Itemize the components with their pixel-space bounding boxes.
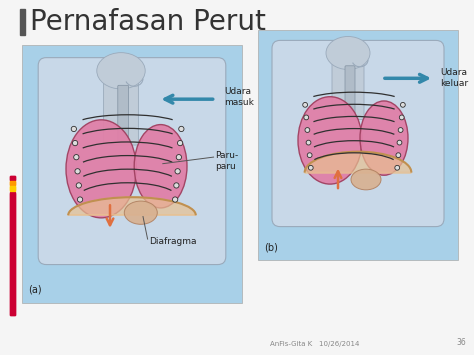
Bar	[10, 176, 15, 180]
Ellipse shape	[66, 120, 137, 218]
Circle shape	[397, 140, 402, 145]
Circle shape	[305, 127, 310, 132]
Circle shape	[309, 165, 313, 170]
Circle shape	[399, 115, 404, 120]
Bar	[10, 176, 15, 180]
Ellipse shape	[326, 37, 370, 70]
Text: Diafragma: Diafragma	[150, 236, 197, 246]
FancyBboxPatch shape	[332, 56, 364, 119]
Ellipse shape	[134, 125, 187, 208]
Circle shape	[177, 141, 183, 146]
FancyBboxPatch shape	[104, 74, 138, 145]
Circle shape	[307, 153, 312, 158]
Ellipse shape	[97, 53, 145, 89]
FancyBboxPatch shape	[272, 40, 444, 226]
Circle shape	[395, 165, 400, 170]
FancyBboxPatch shape	[345, 66, 355, 116]
Circle shape	[398, 127, 403, 132]
Circle shape	[77, 197, 82, 202]
Circle shape	[76, 183, 82, 188]
Circle shape	[75, 169, 80, 174]
Ellipse shape	[351, 169, 381, 190]
Circle shape	[174, 183, 179, 188]
Text: (a): (a)	[28, 285, 42, 295]
Ellipse shape	[124, 201, 157, 224]
Bar	[22, 45, 242, 303]
Polygon shape	[305, 152, 411, 173]
Bar	[10, 193, 15, 315]
Circle shape	[306, 140, 311, 145]
Text: Udara
keluar: Udara keluar	[440, 68, 468, 88]
Circle shape	[73, 141, 78, 146]
Circle shape	[71, 126, 76, 132]
Bar	[10, 181, 15, 185]
Bar	[10, 181, 15, 185]
Bar	[10, 186, 15, 191]
Ellipse shape	[298, 97, 362, 184]
Circle shape	[303, 103, 308, 107]
Circle shape	[401, 103, 405, 107]
FancyBboxPatch shape	[38, 58, 226, 264]
Ellipse shape	[360, 101, 408, 175]
Bar	[10, 186, 15, 190]
Circle shape	[175, 169, 180, 174]
Circle shape	[304, 115, 309, 120]
FancyBboxPatch shape	[118, 85, 128, 141]
Text: 36: 36	[456, 338, 466, 347]
Circle shape	[73, 154, 79, 160]
Bar	[258, 30, 458, 260]
Circle shape	[173, 197, 178, 202]
Circle shape	[176, 154, 182, 160]
Bar	[20, 9, 25, 35]
Text: Paru-
paru: Paru- paru	[216, 151, 239, 171]
Polygon shape	[68, 197, 196, 215]
Bar	[10, 192, 15, 315]
Text: (b): (b)	[264, 242, 278, 252]
Circle shape	[179, 126, 184, 132]
Text: Udara
masuk: Udara masuk	[224, 87, 254, 106]
Circle shape	[396, 153, 401, 158]
Text: AnFis-Gita K   10/26/2014: AnFis-Gita K 10/26/2014	[270, 341, 359, 347]
Text: Pernafasan Perut: Pernafasan Perut	[30, 8, 266, 36]
